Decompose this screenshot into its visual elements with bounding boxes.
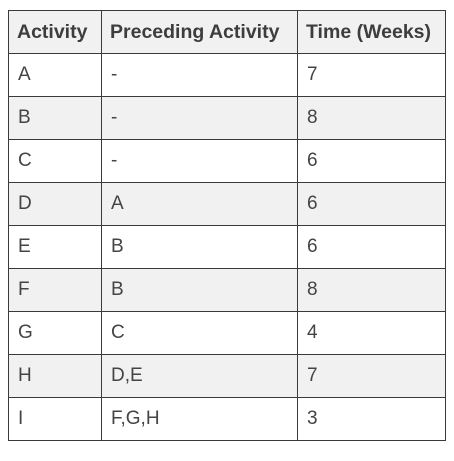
table-row: B - 8 <box>8 96 446 140</box>
table-row: D A 6 <box>8 182 446 226</box>
cell-preceding-activity: - <box>101 139 298 183</box>
cell-time: 8 <box>297 268 446 312</box>
table-row: G C 4 <box>8 311 446 355</box>
cell-activity: H <box>8 354 102 398</box>
cell-time: 6 <box>297 225 446 269</box>
cell-time: 6 <box>297 182 446 226</box>
cell-activity: I <box>8 397 102 441</box>
cell-activity: D <box>8 182 102 226</box>
table-row: H D,E 7 <box>8 354 446 398</box>
cell-time: 3 <box>297 397 446 441</box>
cell-activity: G <box>8 311 102 355</box>
cell-preceding-activity: - <box>101 96 298 140</box>
cell-preceding-activity: B <box>101 268 298 312</box>
cell-preceding-activity: D,E <box>101 354 298 398</box>
activity-table: Activity Preceding Activity Time (Weeks)… <box>8 10 446 441</box>
cell-time: 6 <box>297 139 446 183</box>
cell-time: 7 <box>297 354 446 398</box>
table-row: C - 6 <box>8 139 446 183</box>
cell-activity: E <box>8 225 102 269</box>
header-time-weeks: Time (Weeks) <box>297 10 446 54</box>
header-preceding-activity: Preceding Activity <box>101 10 298 54</box>
table-row: I F,G,H 3 <box>8 397 446 441</box>
cell-time: 8 <box>297 96 446 140</box>
cell-preceding-activity: - <box>101 53 298 97</box>
cell-time: 7 <box>297 53 446 97</box>
cell-activity: F <box>8 268 102 312</box>
cell-preceding-activity: A <box>101 182 298 226</box>
cell-activity: A <box>8 53 102 97</box>
cell-preceding-activity: F,G,H <box>101 397 298 441</box>
header-row: Activity Preceding Activity Time (Weeks) <box>8 10 446 54</box>
table-row: F B 8 <box>8 268 446 312</box>
cell-time: 4 <box>297 311 446 355</box>
cell-preceding-activity: C <box>101 311 298 355</box>
table-row: A - 7 <box>8 53 446 97</box>
cell-activity: C <box>8 139 102 183</box>
cell-preceding-activity: B <box>101 225 298 269</box>
header-activity: Activity <box>8 10 102 54</box>
table-row: E B 6 <box>8 225 446 269</box>
cell-activity: B <box>8 96 102 140</box>
